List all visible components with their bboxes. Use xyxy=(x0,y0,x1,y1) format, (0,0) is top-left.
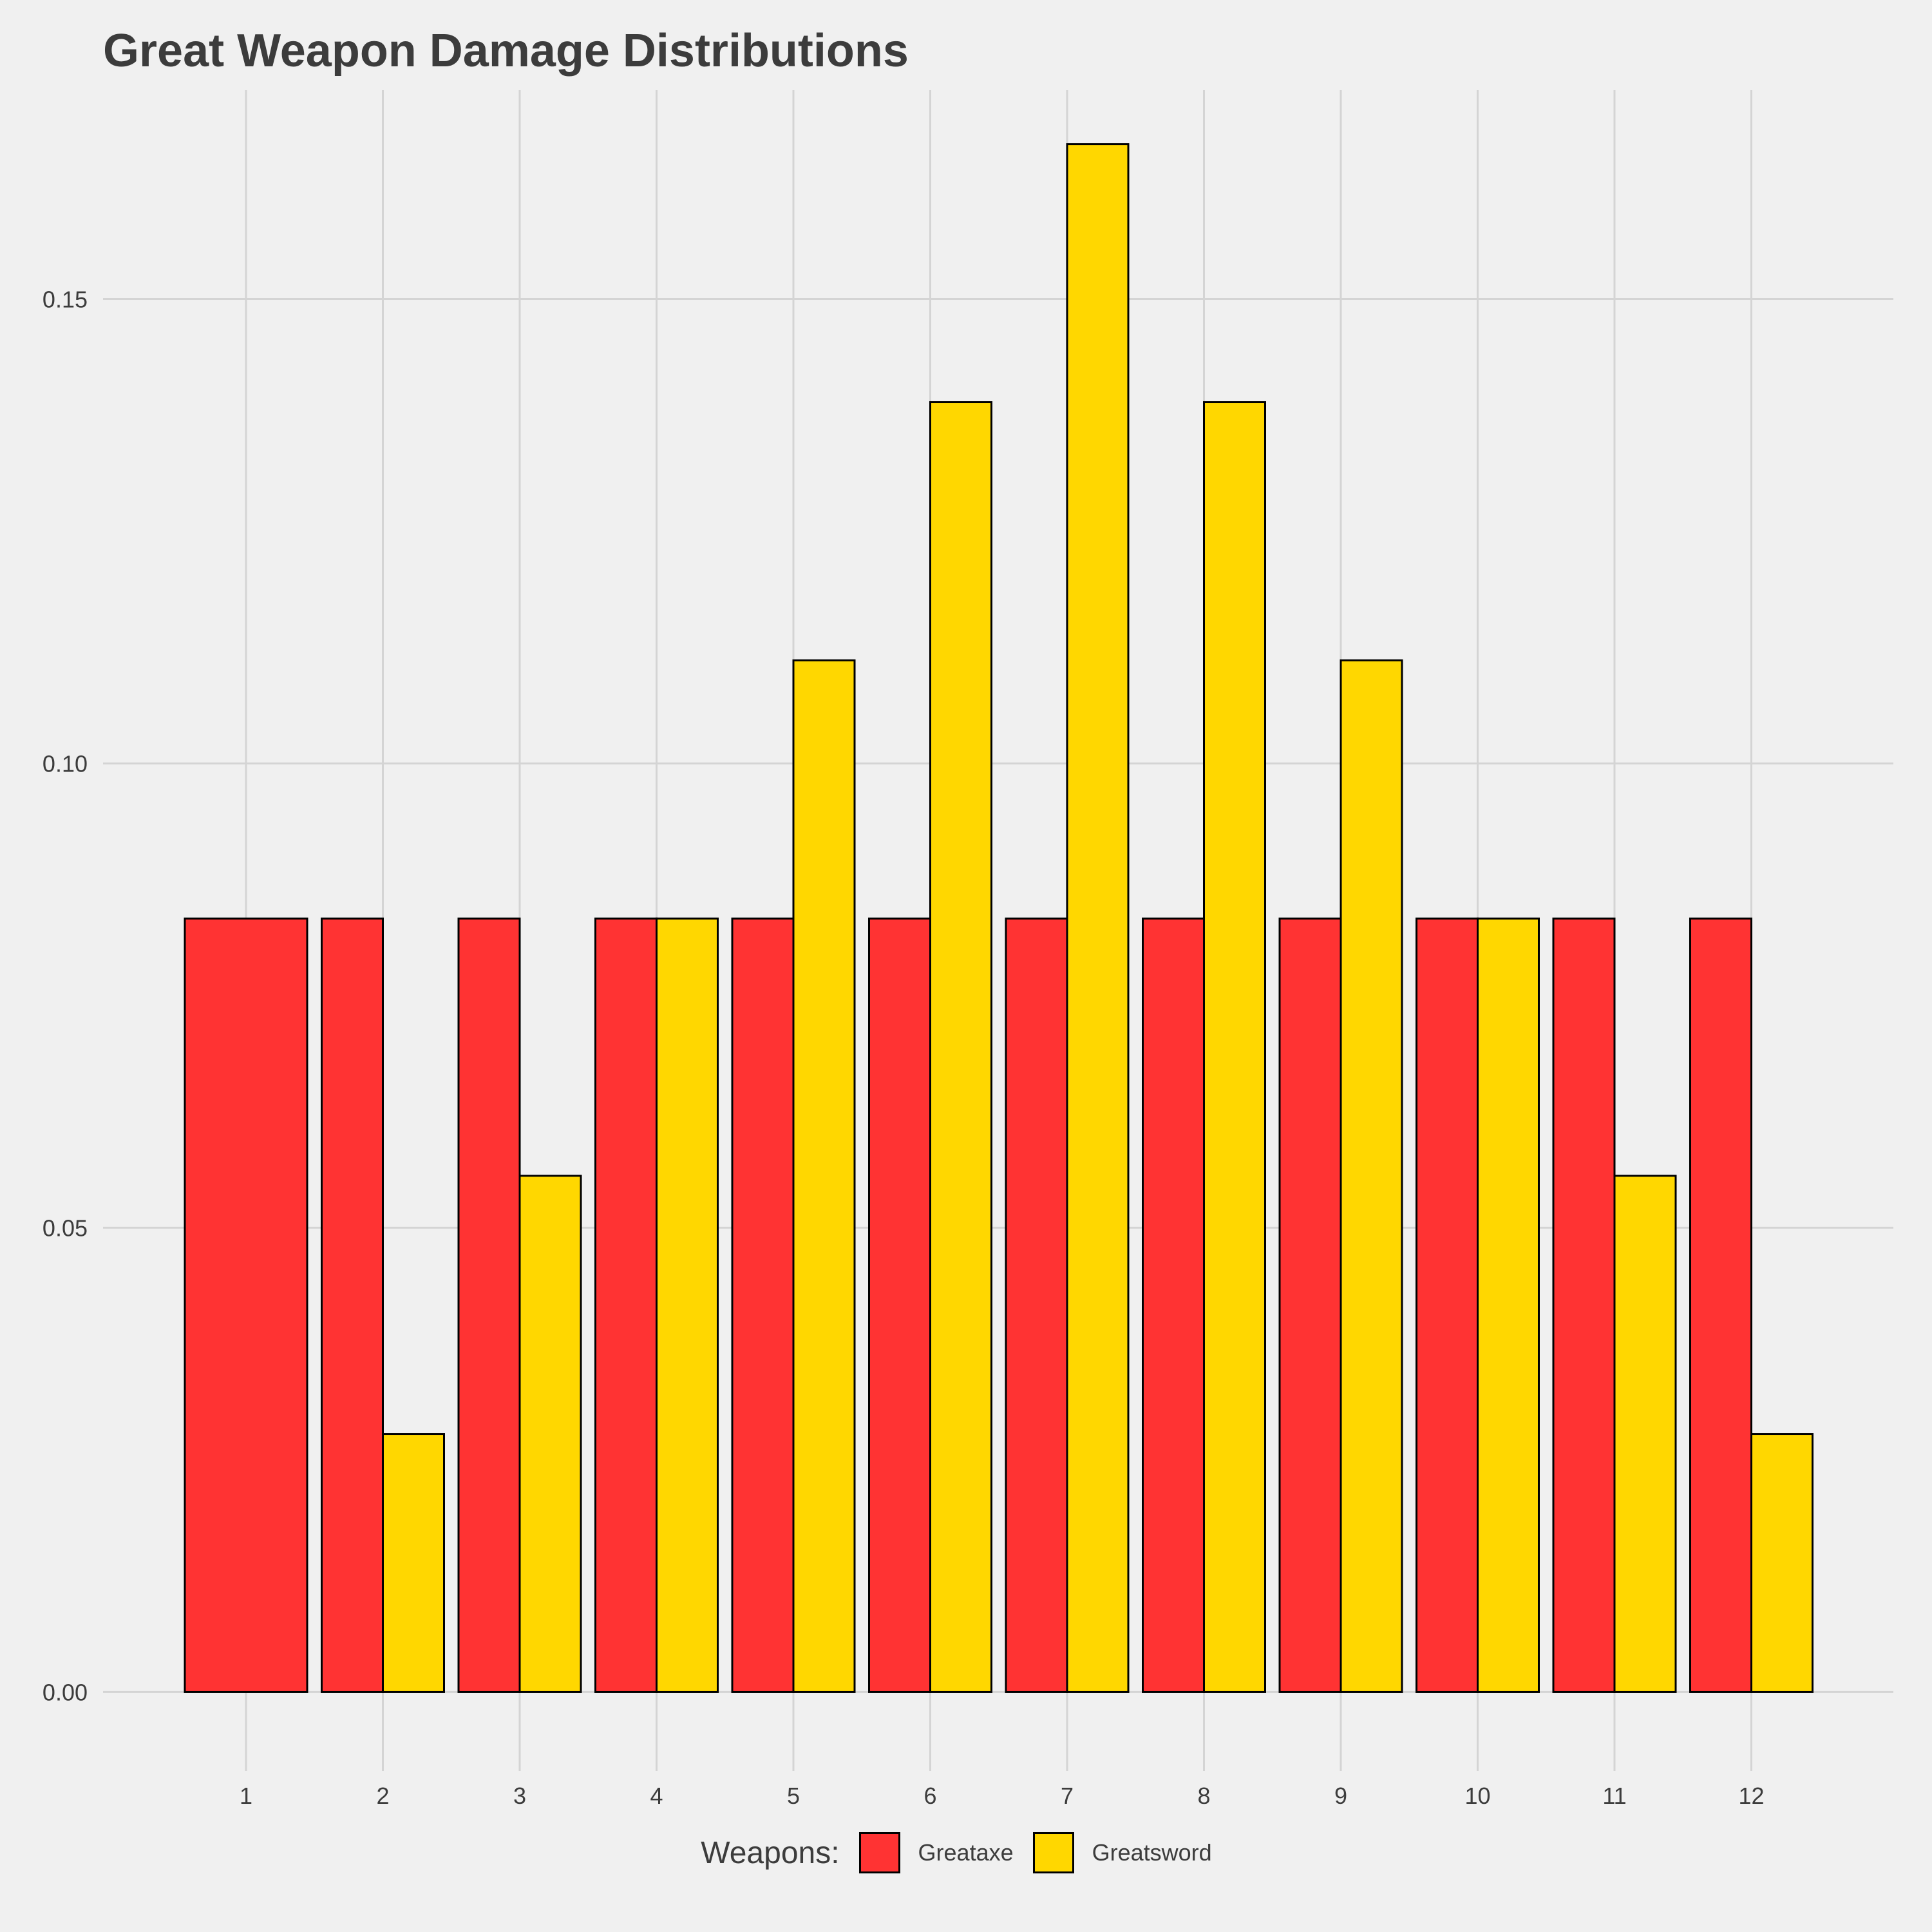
legend-label-greataxe: Greataxe xyxy=(918,1839,1014,1866)
bar-greataxe-1 xyxy=(184,917,308,1693)
y-tick-label: 0.10 xyxy=(43,750,88,777)
bar-greataxe-10 xyxy=(1416,917,1479,1693)
bar-greatsword-3 xyxy=(518,1175,582,1693)
x-tick-label: 3 xyxy=(513,1783,526,1809)
legend-swatch-greatsword xyxy=(1032,1832,1074,1873)
bar-greataxe-12 xyxy=(1689,917,1752,1693)
x-tick-label: 11 xyxy=(1602,1783,1626,1809)
bar-greataxe-5 xyxy=(731,917,795,1693)
bar-greataxe-7 xyxy=(1005,917,1068,1693)
bar-greataxe-2 xyxy=(321,917,384,1693)
legend-title: Weapons: xyxy=(701,1835,840,1870)
x-tick-label: 1 xyxy=(240,1783,252,1809)
y-tick-label: 0.05 xyxy=(43,1215,88,1241)
bar-greatsword-6 xyxy=(929,401,992,1693)
chart-title: Great Weapon Damage Distributions xyxy=(103,25,909,77)
legend-item-greatsword: Greatsword xyxy=(1032,1832,1212,1873)
bar-greatsword-12 xyxy=(1750,1433,1814,1693)
bar-greataxe-6 xyxy=(868,917,931,1693)
y-tick-label: 0.15 xyxy=(43,286,88,312)
bar-greataxe-8 xyxy=(1142,917,1205,1693)
x-tick-label: 9 xyxy=(1334,1783,1347,1809)
bar-greatsword-5 xyxy=(792,659,856,1693)
legend-label-greatsword: Greatsword xyxy=(1092,1839,1212,1866)
bar-greataxe-11 xyxy=(1552,917,1616,1693)
bar-greatsword-11 xyxy=(1613,1175,1677,1693)
bar-greatsword-2 xyxy=(382,1433,445,1693)
x-tick-label: 8 xyxy=(1197,1783,1210,1809)
x-tick-label: 10 xyxy=(1464,1783,1490,1809)
x-tick-label: 5 xyxy=(787,1783,800,1809)
tick-labels: 0.000.050.100.151 2 3 4 5 6 7 8 9 10 11 12 xyxy=(43,286,1765,1809)
bar-greataxe-3 xyxy=(457,917,521,1693)
bar-greatsword-8 xyxy=(1203,401,1266,1693)
bars xyxy=(184,143,1814,1693)
x-tick-label: 2 xyxy=(376,1783,389,1809)
bar-greataxe-4 xyxy=(594,917,658,1693)
x-tick-label: 7 xyxy=(1061,1783,1074,1809)
x-tick-label: 6 xyxy=(923,1783,936,1809)
legend-item-greataxe: Greataxe xyxy=(858,1832,1014,1873)
bar-greatsword-10 xyxy=(1477,917,1540,1693)
bar-greatsword-4 xyxy=(656,917,719,1693)
legend-swatch-greataxe xyxy=(858,1832,900,1873)
y-tick-label: 0.00 xyxy=(43,1679,88,1705)
legend: Weapons: Greataxe Greatsword xyxy=(0,1832,1932,1873)
x-tick-label: 4 xyxy=(650,1783,663,1809)
bar-greatsword-9 xyxy=(1340,659,1403,1693)
x-tick-label: 12 xyxy=(1738,1783,1764,1809)
bar-greatsword-7 xyxy=(1066,143,1130,1693)
bar-greataxe-9 xyxy=(1278,917,1342,1693)
